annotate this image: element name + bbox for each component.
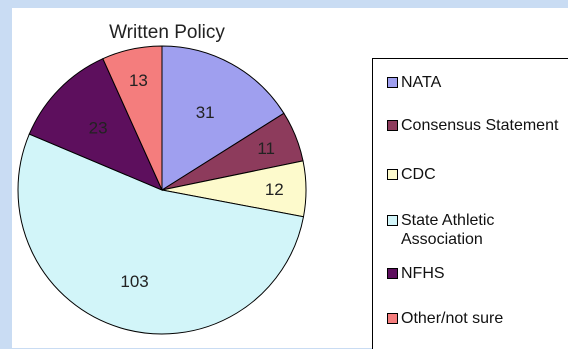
legend-swatch xyxy=(387,120,398,131)
pie-chart: 31 11 12 103 23 13 xyxy=(17,45,307,335)
legend-swatch xyxy=(387,313,398,324)
legend-label: NFHS xyxy=(401,265,445,282)
legend-label: NATA xyxy=(401,74,442,91)
pie-slice-nfhs xyxy=(28,58,163,191)
chart-panel: Written Policy 31 11 12 103 23 13 NATA Consens… xyxy=(12,8,568,349)
pie-slice-other-not-sure xyxy=(102,45,163,191)
data-label: 103 xyxy=(120,272,148,291)
legend: NATA Consensus Statement CDC State Athletic… xyxy=(372,58,568,349)
data-label: 12 xyxy=(265,180,284,199)
legend-label: State Athletic Association xyxy=(401,212,495,248)
legend-swatch xyxy=(387,169,398,180)
pie-slice-nata xyxy=(161,45,285,191)
pie-slice-state-athletic-association xyxy=(17,133,305,335)
legend-swatch xyxy=(387,268,398,279)
legend-label: Consensus Statement xyxy=(401,117,559,134)
legend-label: CDC xyxy=(401,166,436,183)
data-label: 31 xyxy=(196,103,215,122)
data-label: 23 xyxy=(89,119,108,138)
data-label: 13 xyxy=(129,71,148,90)
data-label: 11 xyxy=(257,139,275,158)
legend-swatch xyxy=(387,77,398,88)
chart-title: Written Policy xyxy=(109,22,225,43)
legend-swatch xyxy=(387,215,398,226)
legend-label: Other/not sure xyxy=(401,310,504,327)
